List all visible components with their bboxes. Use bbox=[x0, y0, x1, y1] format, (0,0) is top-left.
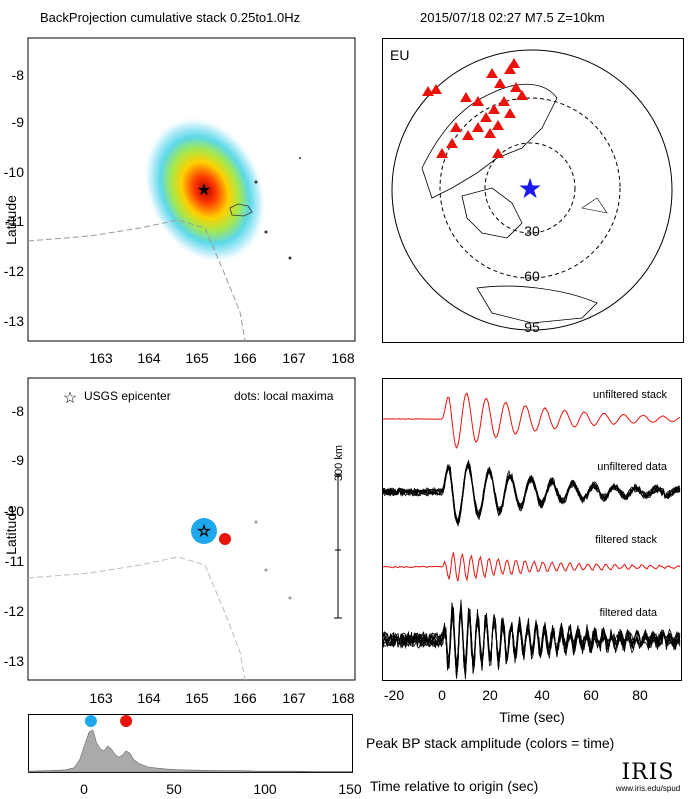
backprojection-heatmap bbox=[143, 116, 267, 264]
bottom-map-ylabel: Latitude bbox=[3, 505, 19, 555]
xtick: 165 bbox=[185, 690, 209, 706]
ytick: -8 bbox=[12, 403, 25, 419]
ytick: -9 bbox=[12, 452, 25, 468]
xtick: 166 bbox=[233, 350, 257, 366]
filtered-stack-trace bbox=[382, 552, 681, 582]
trace-label: filtered stack bbox=[595, 534, 657, 546]
top-map-yticks: -8 -9 -10 -11 -12 -13 bbox=[4, 67, 24, 329]
xtick: 167 bbox=[282, 690, 306, 706]
peak-caption: Peak BP stack amplitude (colors = time) bbox=[366, 735, 615, 751]
ytick: -12 bbox=[4, 263, 24, 279]
ytick: -9 bbox=[12, 114, 25, 130]
xtick: 164 bbox=[137, 350, 161, 366]
legend-epicenter: USGS epicenter bbox=[84, 389, 171, 403]
waveform-xlabel: Time (sec) bbox=[499, 709, 565, 725]
ring-label: 95 bbox=[524, 319, 540, 335]
local-max-dot bbox=[219, 533, 231, 545]
ytick: -10 bbox=[4, 164, 24, 180]
antarctica-coastline bbox=[476, 285, 598, 324]
xtick: 50 bbox=[166, 781, 182, 797]
ytick: -11 bbox=[5, 213, 24, 229]
ring-label: 30 bbox=[524, 223, 540, 239]
xtick: 40 bbox=[534, 687, 550, 703]
peak-dots bbox=[84, 715, 133, 727]
ytick: -11 bbox=[5, 553, 24, 569]
bottom-map-yticks: -8 -9 -10 -11 -12 -13 bbox=[4, 403, 24, 669]
unfiltered-data-trace bbox=[382, 463, 681, 527]
globe-map: EU ★ 30 60 95 bbox=[382, 38, 684, 343]
bottom-map: ☆ USGS epicenter dots: local maxima 300 … bbox=[3, 377, 356, 706]
asia-coastline bbox=[421, 83, 558, 199]
xtick: 164 bbox=[137, 690, 161, 706]
ytick: -13 bbox=[4, 653, 24, 669]
top-map-ylabel: Latitude bbox=[3, 195, 19, 245]
legend-dots: dots: local maxima bbox=[234, 389, 334, 403]
unfiltered-data-trace bbox=[382, 464, 681, 524]
filtered-data-trace bbox=[382, 602, 681, 679]
waveform-frame bbox=[382, 378, 682, 681]
peak-time-dot bbox=[84, 715, 97, 727]
peak-area bbox=[28, 729, 353, 773]
xtick: 163 bbox=[89, 690, 113, 706]
filtered-data-trace bbox=[382, 602, 681, 674]
top-map: ★ -8 -9 -10 -11 -12 -13 163 164 165 166 … bbox=[3, 37, 356, 366]
unfiltered-data-trace bbox=[382, 459, 681, 526]
local-max-dot bbox=[191, 518, 217, 544]
trace-labels: unfiltered stack unfiltered data filtere… bbox=[593, 389, 668, 619]
ytick: -12 bbox=[4, 603, 24, 619]
waveform-panel: unfiltered stack unfiltered data filtere… bbox=[382, 378, 682, 725]
plate-boundary bbox=[27, 556, 246, 681]
scale-label: 300 km bbox=[333, 445, 345, 481]
top-map-xticks: 163 164 165 166 167 168 bbox=[89, 350, 355, 366]
xtick: 150 bbox=[338, 781, 362, 797]
iris-logo: IRIS www.iris.edu/spud bbox=[612, 762, 684, 794]
globe-outline bbox=[391, 49, 673, 331]
globe-frame bbox=[382, 38, 684, 343]
bottom-map-xticks: 163 164 165 166 167 168 bbox=[89, 690, 355, 706]
epicenter-star-icon: ★ bbox=[197, 182, 211, 199]
xtick: 20 bbox=[482, 687, 498, 703]
region-label: EU bbox=[390, 47, 409, 63]
unfiltered-stack-trace bbox=[382, 392, 681, 449]
event-info: 2015/07/18 02:27 M7.5 Z=10km bbox=[420, 10, 605, 25]
xtick: 165 bbox=[185, 350, 209, 366]
xtick: 0 bbox=[438, 687, 446, 703]
australia-coastline bbox=[461, 187, 523, 239]
peak-time-dot bbox=[120, 715, 133, 727]
epicenter-star-icon: ★ bbox=[517, 173, 542, 204]
trace-label: unfiltered stack bbox=[593, 389, 667, 401]
legend-star-icon: ☆ bbox=[63, 390, 77, 407]
xtick: 0 bbox=[80, 781, 88, 797]
trace-label: filtered data bbox=[600, 607, 658, 619]
station-triangles bbox=[422, 58, 528, 158]
ring-60 bbox=[439, 97, 621, 279]
epicenter-star-icon: ☆ bbox=[197, 523, 210, 540]
ytick: -8 bbox=[12, 67, 25, 83]
xtick: -20 bbox=[384, 687, 404, 703]
chart-title: BackProjection cumulative stack 0.25to1.… bbox=[40, 10, 301, 25]
peak-amplitude-chart: 0 50 100 150 bbox=[28, 714, 362, 797]
xtick: 166 bbox=[233, 690, 257, 706]
trace-label: unfiltered data bbox=[597, 461, 668, 473]
xtick: 60 bbox=[583, 687, 599, 703]
xtick: 168 bbox=[331, 690, 355, 706]
logo-url: www.iris.edu/spud bbox=[615, 784, 681, 793]
plate-boundary bbox=[27, 219, 246, 342]
peak-xticks: 0 50 100 150 bbox=[80, 781, 362, 797]
ring-label: 60 bbox=[524, 268, 540, 284]
time-caption: Time relative to origin (sec) bbox=[370, 778, 539, 794]
xtick: 80 bbox=[632, 687, 648, 703]
ytick: -13 bbox=[4, 313, 24, 329]
logo-text: IRIS bbox=[621, 760, 675, 785]
xtick: 167 bbox=[282, 350, 306, 366]
island-outline bbox=[229, 203, 253, 217]
xtick: 100 bbox=[253, 781, 277, 797]
ring-labels: 30 60 95 bbox=[524, 223, 540, 335]
xtick: 163 bbox=[89, 350, 113, 366]
ring-30 bbox=[484, 142, 576, 234]
waveform-xticks: -20 0 20 40 60 80 bbox=[384, 687, 648, 703]
ytick: -10 bbox=[4, 503, 24, 519]
xtick: 168 bbox=[331, 350, 355, 366]
waveform-traces bbox=[382, 392, 681, 680]
